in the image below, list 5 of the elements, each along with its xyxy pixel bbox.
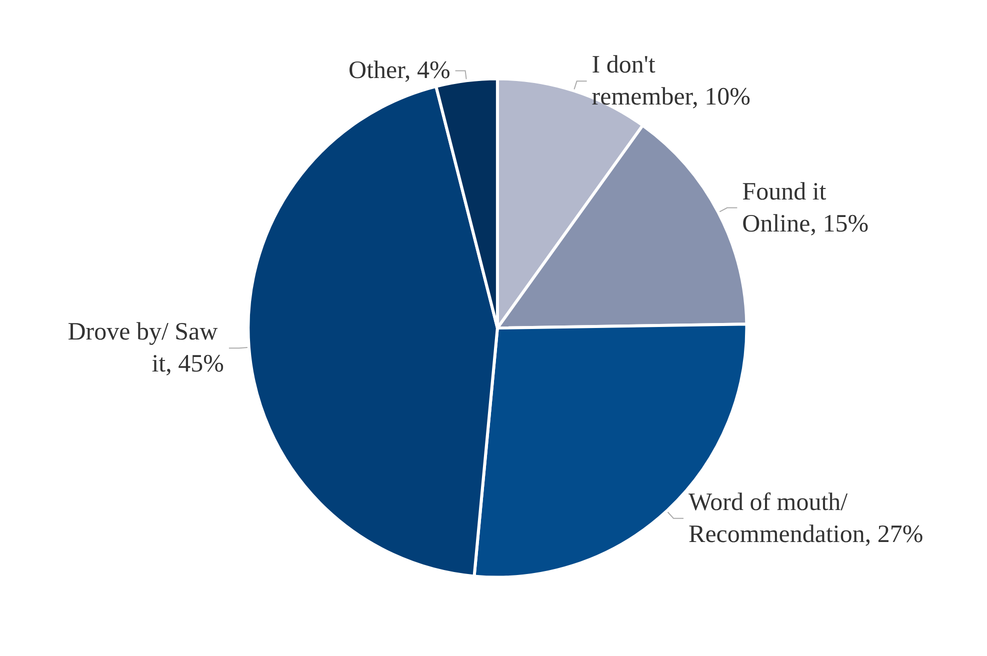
slice-label: Found it Online, 15% <box>742 178 869 238</box>
slice-label: I don't remember, 10% <box>592 52 750 111</box>
slice-label: Drove by/ Saw it, 45% <box>68 318 224 378</box>
slice-label: Other, 4% <box>348 57 450 84</box>
slice-label: Word of mouth/ Recommendation, 27% <box>688 488 924 548</box>
